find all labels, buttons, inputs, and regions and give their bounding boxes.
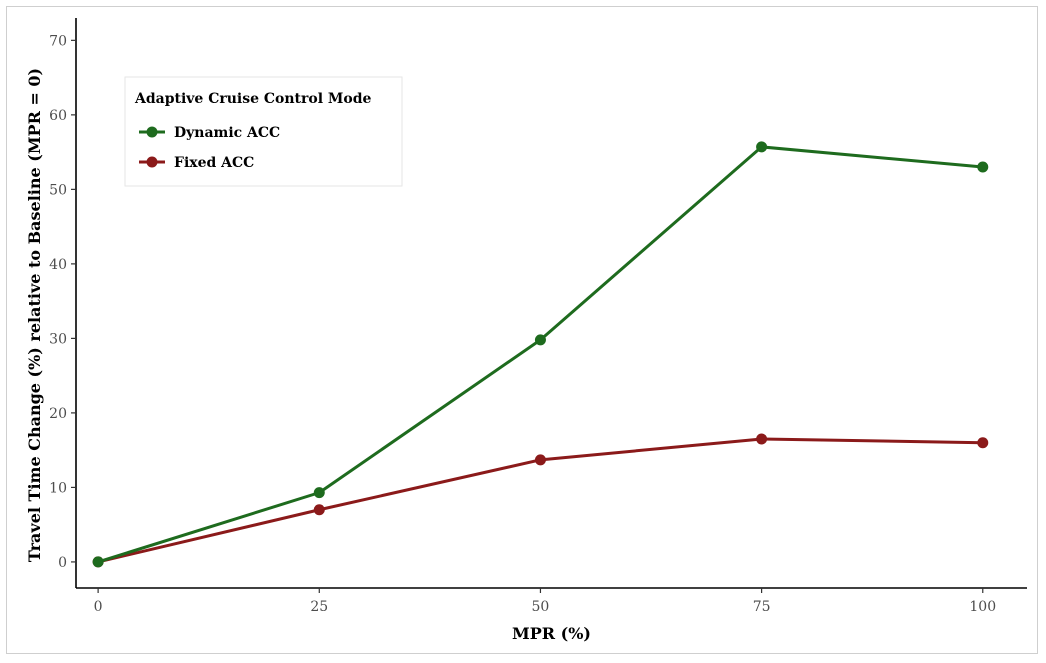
data-point-dynamic — [313, 487, 325, 499]
y-ticks: 0 10 20 30 40 50 60 70 — [49, 33, 76, 571]
legend-box — [124, 76, 403, 187]
data-point-dynamic — [92, 556, 104, 568]
axes — [75, 18, 1027, 589]
legend-title: Adaptive Cruise Control Mode — [134, 91, 372, 107]
x-ticks: 0 25 50 75 100 — [94, 588, 996, 615]
legend: Adaptive Cruise Control Mode Dynamic ACC… — [124, 76, 403, 187]
data-point-fixed — [756, 433, 768, 445]
x-tick-label: 50 — [532, 599, 550, 615]
y-tick-label: 40 — [49, 257, 67, 273]
legend-key-marker-dynamic — [146, 126, 158, 138]
x-tick-label: 25 — [310, 599, 328, 615]
series-layer — [92, 141, 989, 568]
x-axis-title: MPR (%) — [512, 624, 591, 643]
x-tick-label: 0 — [94, 599, 103, 615]
data-point-dynamic — [977, 161, 989, 173]
y-tick-label: 30 — [49, 331, 67, 347]
y-tick-label: 70 — [49, 33, 67, 49]
data-point-fixed — [977, 437, 989, 449]
series-line-dynamic — [96, 145, 985, 564]
y-tick-label: 60 — [49, 108, 67, 124]
legend-key-marker-fixed — [146, 156, 158, 168]
x-tick-label: 100 — [969, 599, 996, 615]
y-axis-title: Travel Time Change (%) relative to Basel… — [25, 68, 44, 562]
x-tick-label: 75 — [753, 599, 771, 615]
y-tick-label: 50 — [49, 182, 67, 198]
legend-label-dynamic: Dynamic ACC — [174, 125, 280, 141]
data-point-fixed — [313, 504, 325, 516]
data-point-fixed — [534, 454, 546, 466]
legend-label-fixed: Fixed ACC — [174, 155, 254, 171]
data-point-dynamic — [534, 334, 546, 346]
y-tick-label: 0 — [58, 555, 67, 571]
data-point-dynamic — [756, 141, 768, 153]
y-tick-label: 10 — [49, 480, 67, 496]
y-tick-label: 20 — [49, 406, 67, 422]
